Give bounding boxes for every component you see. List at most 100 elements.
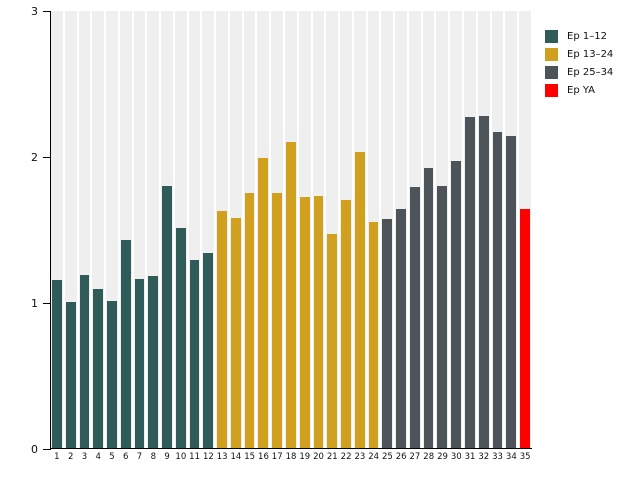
bar-8 [148, 276, 159, 448]
bar-slot-25 [380, 11, 394, 448]
bar-slot-17 [270, 11, 284, 448]
background-stripe [64, 11, 77, 448]
x-tick-label-8: 8 [150, 452, 156, 462]
bar-slot-16 [256, 11, 270, 448]
bar-slot-10 [174, 11, 188, 448]
bar-24 [368, 222, 379, 448]
legend-label: Ep 13–24 [567, 49, 614, 60]
bar-slot-30 [449, 11, 463, 448]
x-tick-label-24: 24 [368, 452, 380, 462]
legend-label: Ep 1–12 [567, 31, 607, 42]
bar-10 [175, 228, 186, 448]
y-axis [50, 11, 51, 450]
bar-slot-31 [463, 11, 477, 448]
bar-25 [382, 219, 393, 448]
bar-29 [437, 185, 448, 448]
x-tick-label-15: 15 [244, 452, 256, 462]
background-stripe [119, 11, 132, 448]
background-stripe [78, 11, 91, 448]
bar-slot-14 [229, 11, 243, 448]
bar-30 [451, 161, 461, 448]
x-tick-label-1: 1 [54, 452, 60, 462]
bar-20 [313, 196, 324, 448]
bar-slot-22 [339, 11, 353, 448]
legend-label: Ep YA [567, 85, 596, 96]
bar-31 [464, 117, 475, 448]
x-tick-label-31: 31 [464, 452, 476, 462]
legend-swatch-icon [545, 30, 558, 43]
x-tick-label-14: 14 [230, 452, 242, 462]
x-tick-label-33: 33 [492, 452, 503, 462]
y-tick-label-2: 2 [31, 151, 38, 164]
bar-slot-27 [408, 11, 422, 448]
bar-slot-34 [504, 11, 518, 448]
x-tick-label-18: 18 [285, 452, 297, 462]
x-tick-label-5: 5 [109, 452, 115, 462]
x-tick-label-4: 4 [95, 452, 101, 462]
bar-slot-21 [325, 11, 339, 448]
bar-slot-9 [160, 11, 174, 448]
bar-18 [286, 142, 296, 448]
bar-slot-12 [201, 11, 215, 448]
background-stripe [106, 11, 118, 448]
bar-32 [478, 115, 489, 448]
background-stripe [147, 11, 160, 448]
bar-slot-8 [146, 11, 160, 448]
bar-slot-3 [78, 11, 92, 448]
legend-swatch-icon [545, 84, 558, 97]
bar-11 [189, 260, 200, 448]
x-tick-label-3: 3 [81, 452, 88, 462]
bar-slot-35 [518, 11, 532, 448]
bar-26 [396, 209, 406, 448]
x-tick-label-28: 28 [423, 452, 435, 462]
bar-slot-26 [394, 11, 408, 448]
y-tick-0 [43, 449, 50, 450]
bar-9 [162, 185, 172, 448]
bar-slot-20 [312, 11, 326, 448]
bar-5 [107, 300, 117, 448]
x-tick-label-17: 17 [271, 452, 283, 462]
x-tick-label-13: 13 [216, 452, 228, 462]
legend: Ep 1–12 Ep 13–24 Ep 25–34 Ep YA [545, 30, 613, 97]
x-tick-label-11: 11 [189, 452, 200, 462]
x-tick-label-21: 21 [326, 452, 338, 462]
x-tick-label-32: 32 [478, 452, 490, 462]
background-stripe [92, 11, 105, 448]
legend-swatch-icon [545, 48, 558, 61]
bar-6 [120, 239, 131, 448]
bar-2 [65, 302, 76, 448]
bar-13 [217, 210, 227, 448]
bar-slot-32 [477, 11, 491, 448]
x-tick-label-26: 26 [395, 452, 407, 462]
bar-slot-6 [119, 11, 133, 448]
bar-16 [258, 158, 269, 448]
bar-4 [93, 289, 104, 448]
y-tick-1 [43, 303, 50, 304]
background-stripe [133, 11, 146, 448]
bar-slot-11 [188, 11, 202, 448]
x-tick-label-27: 27 [409, 452, 421, 462]
y-tick-3 [43, 11, 50, 12]
legend-item: Ep 25–34 [545, 66, 613, 79]
legend-swatch-icon [545, 66, 558, 79]
background-stripe [188, 11, 201, 448]
bar-22 [341, 200, 351, 448]
bar-slot-19 [298, 11, 312, 448]
bar-slot-13 [215, 11, 229, 448]
bar-slot-29 [435, 11, 449, 448]
x-tick-label-29: 29 [437, 452, 448, 462]
y-tick-label-0: 0 [31, 443, 38, 456]
x-tick-label-34: 34 [505, 452, 517, 462]
x-tick-label-16: 16 [258, 452, 269, 462]
bar-slot-1 [50, 11, 64, 448]
bar-7 [134, 279, 145, 448]
bar-slot-28 [422, 11, 436, 448]
x-tick-label-35: 35 [519, 452, 531, 462]
legend-item: Ep 1–12 [545, 30, 613, 43]
bar-slot-15 [243, 11, 257, 448]
bar-23 [354, 152, 365, 448]
legend-item: Ep YA [545, 84, 613, 97]
bar-27 [409, 187, 420, 448]
x-tick-label-19: 19 [299, 452, 311, 462]
bar-14 [230, 217, 241, 448]
